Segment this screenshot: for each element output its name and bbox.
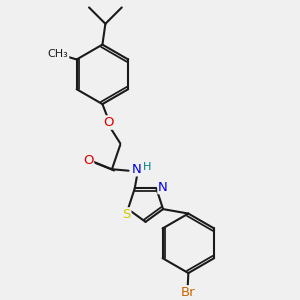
Text: H: H <box>143 162 152 172</box>
Text: S: S <box>122 208 131 221</box>
Text: N: N <box>132 163 142 176</box>
Text: O: O <box>83 154 93 167</box>
Text: Br: Br <box>180 286 195 299</box>
Text: N: N <box>158 181 168 194</box>
Text: O: O <box>104 116 114 129</box>
Text: CH₃: CH₃ <box>48 49 69 59</box>
